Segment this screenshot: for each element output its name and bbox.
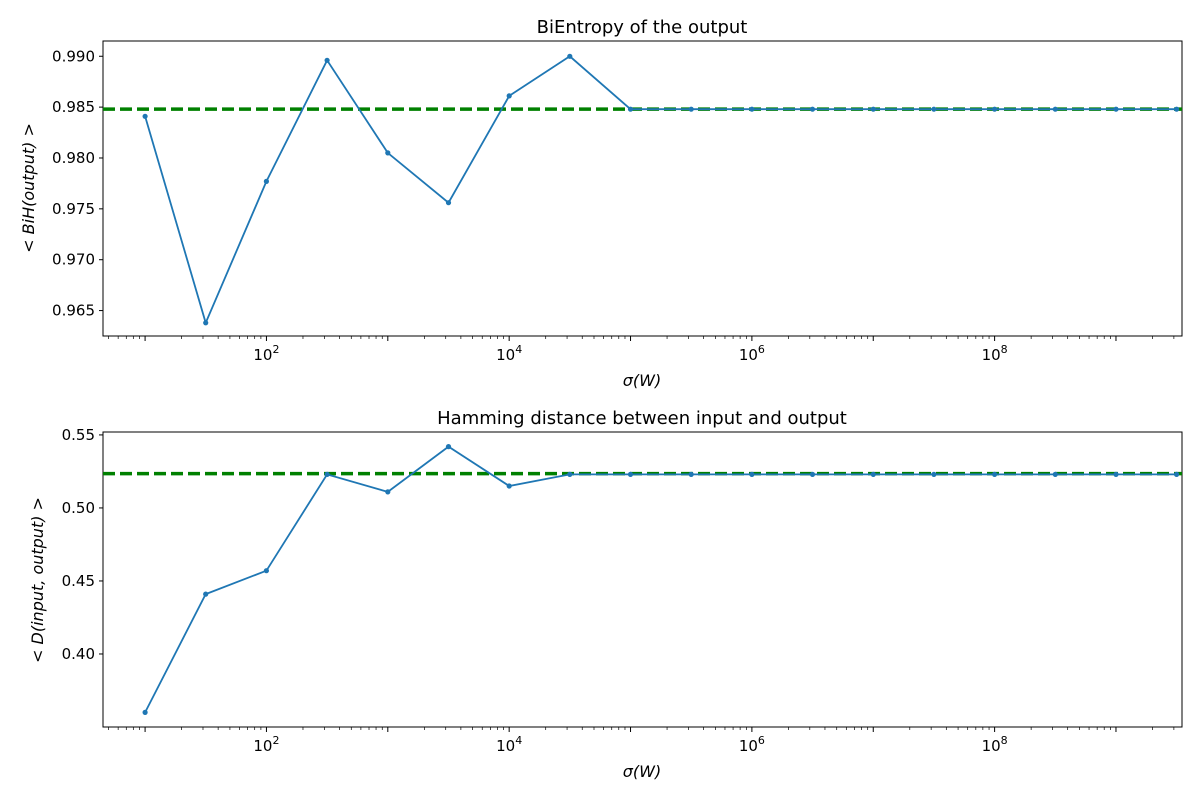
- data-point: [931, 106, 937, 112]
- x-tick-label: 104: [496, 343, 522, 364]
- data-point: [324, 471, 330, 477]
- data-point: [688, 471, 694, 477]
- series-line-group: [144, 445, 1177, 713]
- data-point: [445, 444, 452, 450]
- x-tick-label: 102: [253, 734, 279, 755]
- y-axis-label: < D(input, output) >: [28, 497, 47, 663]
- data-point: [1113, 471, 1119, 477]
- y-axis-label: < BiH(output) >: [19, 123, 38, 253]
- y-tick-label: 0.980: [52, 149, 95, 167]
- data-point: [203, 320, 209, 326]
- data-point: [627, 106, 634, 112]
- y-tick-label: 0.45: [62, 572, 95, 590]
- series-line: [144, 445, 1177, 713]
- data-point: [1174, 471, 1180, 477]
- x-tick-label: 108: [982, 343, 1008, 364]
- y-tick-label: 0.985: [52, 98, 95, 116]
- data-point: [992, 471, 998, 477]
- plot-frame: [102, 431, 1183, 728]
- data-point: [1052, 471, 1058, 477]
- data-point: [385, 489, 391, 495]
- y-axis-ticks: 0.40 0.45 0.50 0.55: [62, 426, 103, 663]
- y-tick-label: 0.40: [62, 645, 95, 663]
- y-tick-label: 0.975: [52, 200, 95, 218]
- y-tick-label: 0.50: [62, 499, 95, 517]
- data-point: [385, 150, 391, 156]
- x-axis-ticks: 102 104 106 108: [108, 336, 1175, 364]
- x-axis-ticks: 102 104 106 108: [108, 727, 1175, 755]
- x-tick-label: 106: [739, 343, 765, 364]
- data-point: [992, 106, 998, 112]
- data-point: [506, 93, 512, 99]
- data-point: [688, 106, 694, 112]
- data-point: [263, 568, 269, 574]
- data-point: [809, 471, 816, 477]
- data-point: [870, 471, 876, 477]
- chart-title: Hamming distance between input and outpu…: [437, 408, 847, 429]
- y-tick-label: 0.970: [52, 251, 95, 269]
- data-point: [870, 106, 876, 112]
- data-point: [567, 53, 573, 59]
- data-point: [1113, 106, 1119, 112]
- y-tick-label: 0.990: [52, 47, 95, 65]
- data-point: [142, 709, 148, 716]
- data-point: [203, 591, 209, 597]
- x-tick-label: 106: [739, 734, 765, 755]
- y-axis-ticks: 0.965 0.970 0.975 0.980 0.985 0.990: [52, 47, 103, 320]
- data-point: [506, 483, 512, 489]
- data-point: [749, 471, 755, 477]
- x-tick-label: 108: [982, 734, 1008, 755]
- y-tick-label: 0.55: [62, 426, 95, 444]
- data-point: [931, 471, 937, 477]
- data-point: [749, 106, 755, 112]
- series-line-group: [144, 55, 1177, 326]
- x-axis-label: σ(W): [623, 762, 661, 781]
- chart-title: BiEntropy of the output: [537, 17, 748, 38]
- panel-bientropy: BiEntropy of the output 0.9650.9700.9750…: [19, 17, 1183, 390]
- y-tick-label: 0.965: [52, 302, 95, 320]
- data-point: [263, 178, 269, 184]
- x-tick-label: 104: [496, 734, 522, 755]
- data-point: [809, 106, 816, 112]
- data-point: [627, 471, 634, 477]
- data-point: [567, 471, 573, 477]
- series-points-group: [142, 444, 1180, 716]
- x-axis-label: σ(W): [623, 371, 661, 390]
- series-points-group: [142, 53, 1180, 326]
- data-point: [324, 57, 330, 63]
- data-point: [1174, 106, 1180, 112]
- data-point: [1052, 106, 1058, 112]
- x-tick-label: 102: [253, 343, 279, 364]
- series-line: [144, 55, 1177, 326]
- data-point: [142, 113, 148, 119]
- panel-hamming: Hamming distance between input and outpu…: [28, 408, 1183, 781]
- plot-frame: [102, 40, 1183, 337]
- data-point: [445, 200, 452, 206]
